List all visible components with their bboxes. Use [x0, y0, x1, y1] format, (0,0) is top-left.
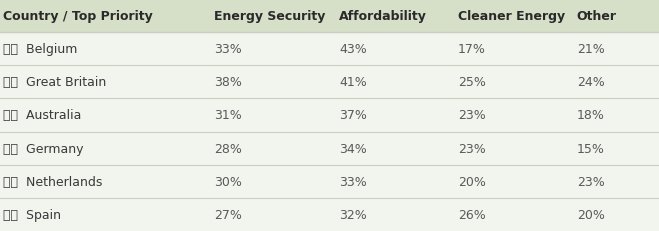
Text: 28%: 28%	[214, 142, 242, 155]
Text: 🇧🇪  Belgium: 🇧🇪 Belgium	[3, 43, 78, 56]
FancyBboxPatch shape	[0, 33, 659, 66]
FancyBboxPatch shape	[0, 0, 659, 33]
Text: 38%: 38%	[214, 76, 242, 89]
Text: 23%: 23%	[458, 109, 486, 122]
FancyBboxPatch shape	[0, 132, 659, 165]
Text: 23%: 23%	[458, 142, 486, 155]
Text: 🇦🇺  Australia: 🇦🇺 Australia	[3, 109, 82, 122]
Text: Cleaner Energy: Cleaner Energy	[458, 10, 565, 23]
Text: 37%: 37%	[339, 109, 367, 122]
Text: 43%: 43%	[339, 43, 367, 56]
FancyBboxPatch shape	[0, 66, 659, 99]
Text: 41%: 41%	[339, 76, 367, 89]
Text: 26%: 26%	[458, 208, 486, 221]
Text: 33%: 33%	[339, 175, 367, 188]
Text: 24%: 24%	[577, 76, 604, 89]
Text: 33%: 33%	[214, 43, 242, 56]
Text: 🇳🇱  Netherlands: 🇳🇱 Netherlands	[3, 175, 103, 188]
Text: 30%: 30%	[214, 175, 242, 188]
Text: 32%: 32%	[339, 208, 367, 221]
Text: Other: Other	[577, 10, 617, 23]
Text: Energy Security: Energy Security	[214, 10, 326, 23]
Text: 17%: 17%	[458, 43, 486, 56]
Text: 🇩🇪  Germany: 🇩🇪 Germany	[3, 142, 84, 155]
Text: 🇪🇸  Spain: 🇪🇸 Spain	[3, 208, 61, 221]
Text: 20%: 20%	[458, 175, 486, 188]
Text: 27%: 27%	[214, 208, 242, 221]
Text: 20%: 20%	[577, 208, 604, 221]
Text: Country / Top Priority: Country / Top Priority	[3, 10, 153, 23]
FancyBboxPatch shape	[0, 198, 659, 231]
Text: 15%: 15%	[577, 142, 604, 155]
Text: 34%: 34%	[339, 142, 367, 155]
Text: Affordability: Affordability	[339, 10, 427, 23]
Text: 21%: 21%	[577, 43, 604, 56]
Text: 🇬🇧  Great Britain: 🇬🇧 Great Britain	[3, 76, 107, 89]
Text: 25%: 25%	[458, 76, 486, 89]
FancyBboxPatch shape	[0, 99, 659, 132]
Text: 31%: 31%	[214, 109, 242, 122]
Text: 23%: 23%	[577, 175, 604, 188]
FancyBboxPatch shape	[0, 165, 659, 198]
Text: 18%: 18%	[577, 109, 604, 122]
